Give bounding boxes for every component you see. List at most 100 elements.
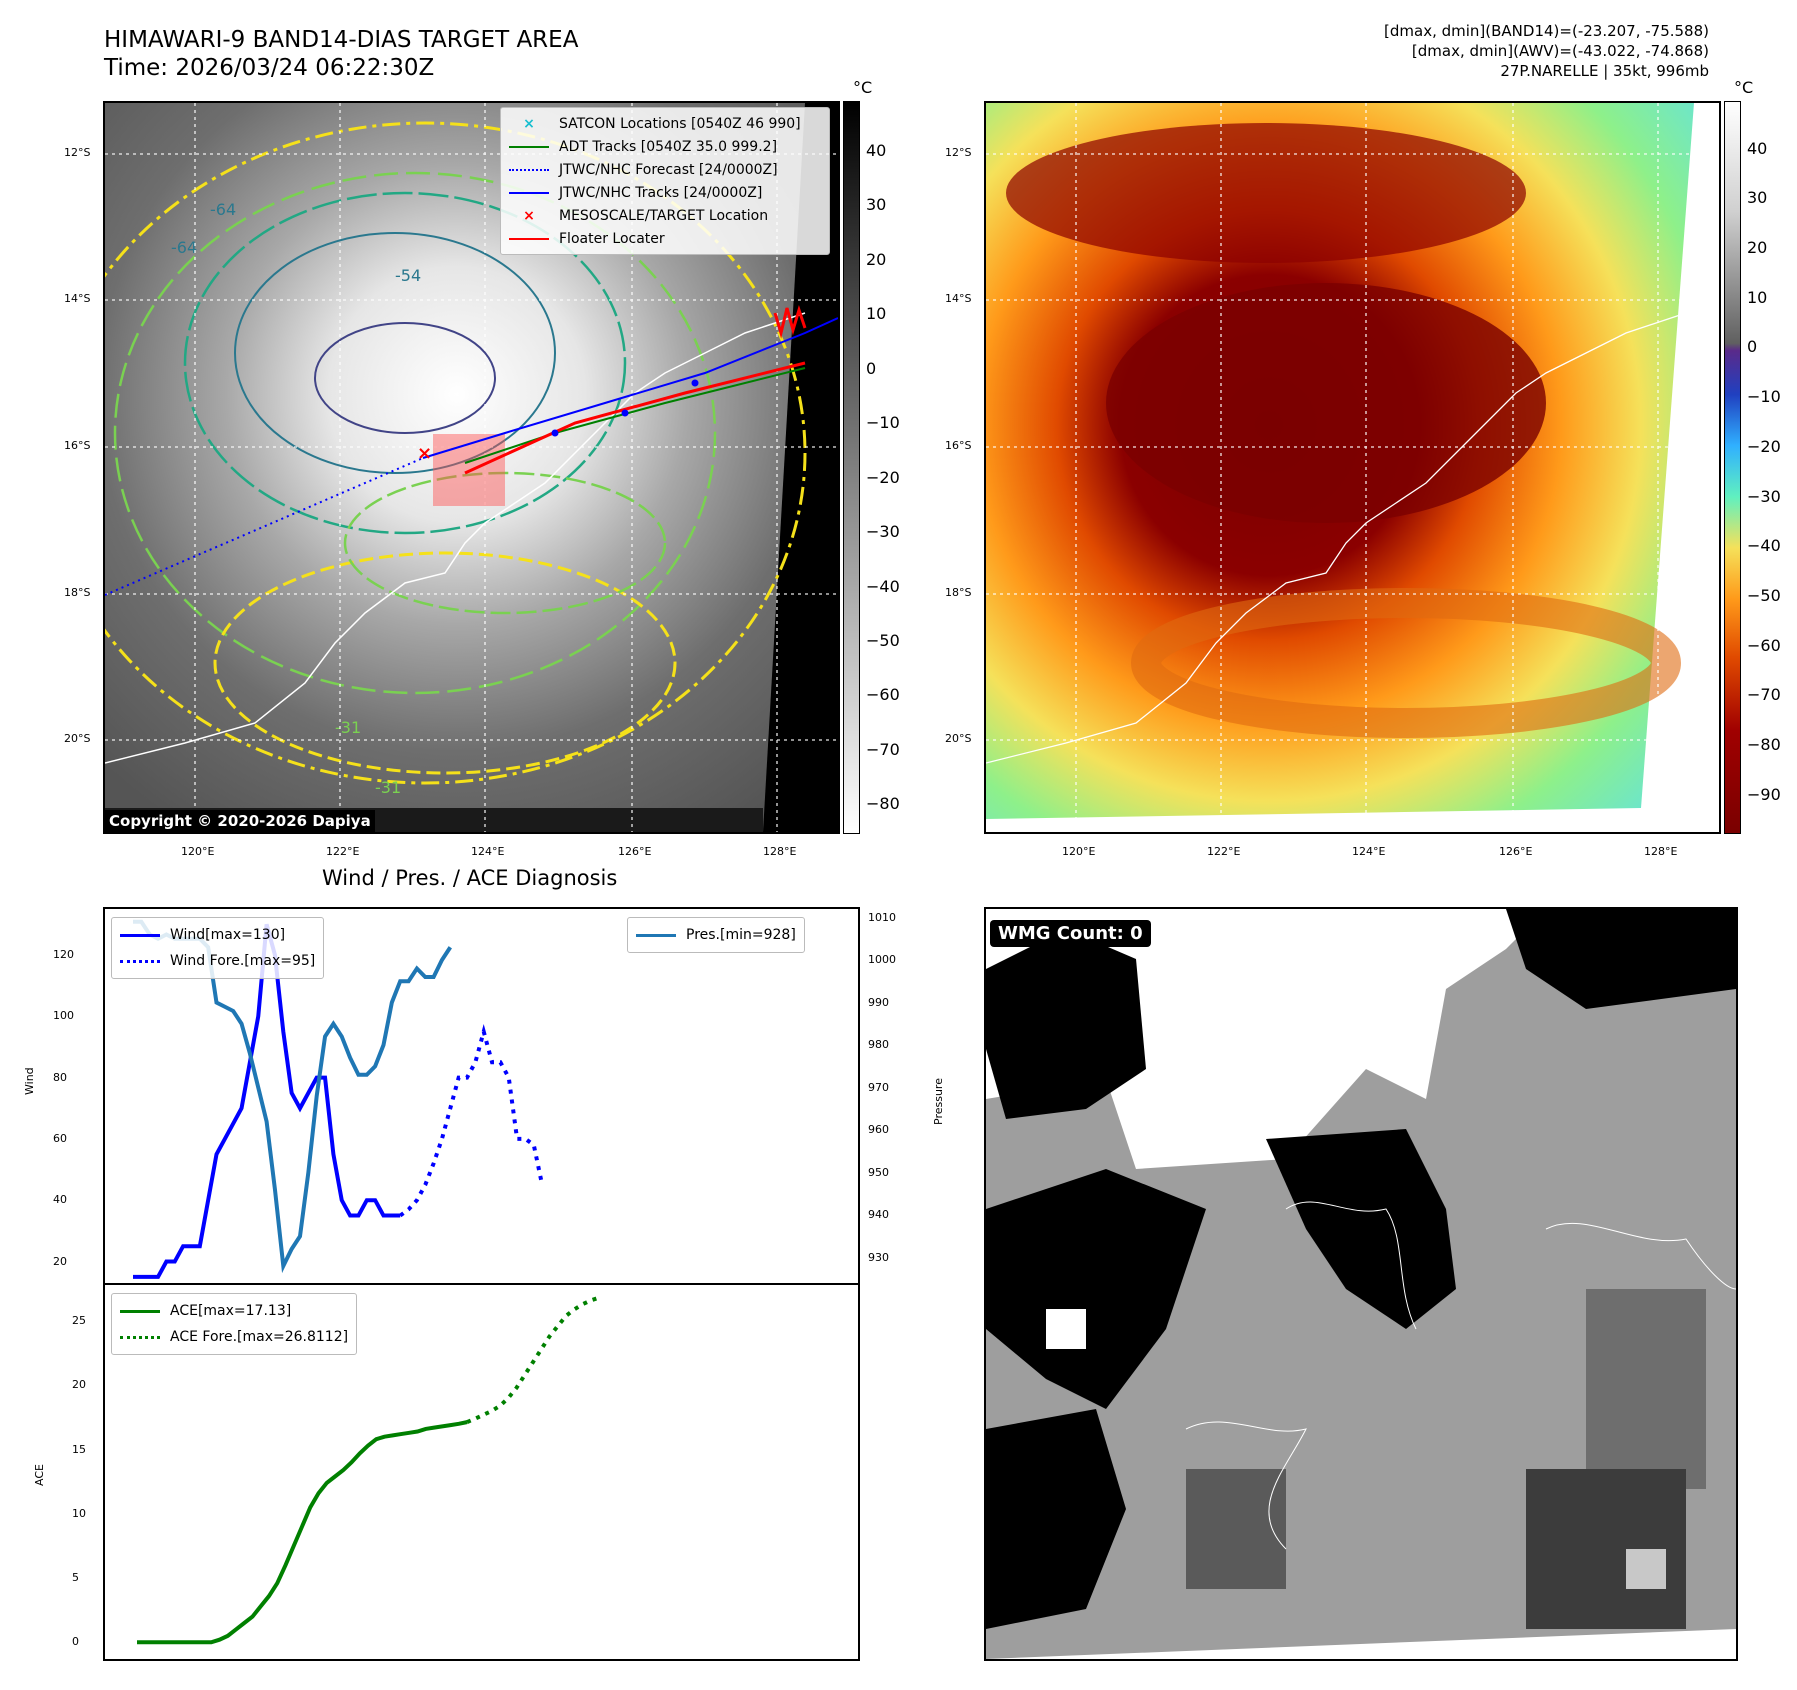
colorbar-tick-label: −20 bbox=[1747, 436, 1781, 456]
colorbar-unit: °C bbox=[1734, 78, 1754, 97]
ace-series-line-0 bbox=[137, 1420, 468, 1645]
colorbar-unit: °C bbox=[853, 78, 873, 97]
track-legend: × SATCON Locations [0540Z 46 990] ADT Tra… bbox=[500, 107, 830, 255]
wmg-image bbox=[986, 909, 1736, 1659]
lon-label: 128°E bbox=[1644, 845, 1678, 858]
ace-axis-label: ACE bbox=[33, 1464, 46, 1486]
lat-label: 18°S bbox=[945, 586, 972, 599]
colorbar-tick-label: 10 bbox=[866, 304, 887, 324]
ace-tick-label: 5 bbox=[72, 1571, 79, 1585]
lon-label: 126°E bbox=[618, 845, 652, 858]
wind-tick-label: 100 bbox=[53, 1009, 74, 1023]
legend-item: × MESOSCALE/TARGET Location bbox=[523, 207, 769, 224]
wind-tick-label: 80 bbox=[53, 1070, 67, 1084]
colorbar-tick-label: −10 bbox=[1747, 387, 1781, 407]
contour-label: -31 bbox=[335, 718, 361, 737]
lon-label: 124°E bbox=[1352, 845, 1386, 858]
lon-label: 120°E bbox=[1062, 845, 1096, 858]
legend-item: Floater Locater bbox=[509, 227, 821, 250]
pressure-tick-label: 940 bbox=[868, 1208, 889, 1221]
colorbar-tick-label: −30 bbox=[866, 522, 900, 542]
info-storm: 27P.NARELLE | 35kt, 996mb bbox=[1500, 62, 1709, 80]
wind-legend: Wind[max=130] Wind Fore.[max=95] bbox=[111, 917, 325, 979]
diagnosis-title: Wind / Pres. / ACE Diagnosis bbox=[322, 866, 618, 890]
colorbar-tick-label: 20 bbox=[866, 249, 887, 269]
pressure-tick-label: 970 bbox=[868, 1080, 889, 1094]
copyright-label: Copyright © 2020-2026 Dapiya bbox=[105, 810, 375, 832]
lon-label: 126°E bbox=[1499, 845, 1533, 858]
lon-label: 122°E bbox=[326, 845, 360, 858]
ace-series-line-1 bbox=[466, 1295, 600, 1424]
colorbar-tick-label: −60 bbox=[866, 685, 900, 705]
legend-item: ADT Tracks [0540Z 35.0 999.2] bbox=[509, 135, 821, 158]
lat-label: 20°S bbox=[945, 732, 972, 745]
pressure-tick-label: 950 bbox=[868, 1165, 889, 1179]
colorbar-tick-label: −80 bbox=[866, 794, 900, 814]
pressure-tick-label: 980 bbox=[868, 1038, 889, 1051]
legend-item: JTWC/NHC Forecast [24/0000Z] bbox=[509, 158, 821, 181]
wind-tick-label: 120 bbox=[53, 947, 74, 961]
lat-label: 12°S bbox=[945, 146, 972, 159]
ace-tick-label: 10 bbox=[72, 1506, 86, 1520]
series-line-1 bbox=[399, 1024, 545, 1218]
legend-item: Wind Fore.[max=95] bbox=[120, 948, 315, 974]
contour-label: -64 bbox=[210, 200, 236, 219]
colorbar-tick-label: 0 bbox=[1747, 337, 1758, 357]
colorbar-tick-label: −50 bbox=[866, 631, 900, 650]
wmg-count-badge: WMG Count: 0 bbox=[990, 920, 1151, 947]
figure-title: HIMAWARI-9 BAND14-DIAS TARGET AREA bbox=[104, 27, 579, 53]
lon-label: 120°E bbox=[181, 845, 215, 858]
legend-item: × SATCON Locations [0540Z 46 990] bbox=[523, 115, 801, 132]
lat-label: 16°S bbox=[64, 439, 91, 452]
ace-tick-label: 25 bbox=[72, 1313, 86, 1327]
awv-map-image bbox=[986, 103, 1719, 832]
legend-item: Wind[max=130] bbox=[120, 922, 315, 948]
lon-label: 124°E bbox=[471, 845, 505, 858]
contour-label: -54 bbox=[395, 266, 421, 285]
lon-label: 128°E bbox=[763, 845, 797, 858]
lat-label: 14°S bbox=[64, 292, 91, 305]
ace-legend: ACE[max=17.13] ACE Fore.[max=26.8112] bbox=[111, 1293, 358, 1355]
colorbar-tick-label: 30 bbox=[1747, 188, 1768, 208]
lat-label: 12°S bbox=[64, 146, 91, 159]
lat-label: 14°S bbox=[945, 292, 972, 305]
colorbar-tick-label: 10 bbox=[1747, 287, 1768, 307]
lon-label: 122°E bbox=[1207, 845, 1241, 858]
colorbar-tick-label: 40 bbox=[1747, 138, 1768, 158]
colorbar-tick-label: −20 bbox=[866, 467, 900, 487]
legend-item: JTWC/NHC Tracks [24/0000Z] bbox=[509, 181, 821, 204]
contour-label: -64 bbox=[171, 238, 197, 257]
legend-item: ACE Fore.[max=26.8112] bbox=[120, 1324, 348, 1350]
pressure-tick-label: 960 bbox=[868, 1123, 889, 1136]
pressure-tick-label: 1010 bbox=[868, 910, 896, 924]
colorbar-tick-label: −50 bbox=[1747, 585, 1781, 605]
svg-text:×: × bbox=[417, 443, 432, 464]
wind-tick-label: 60 bbox=[53, 1131, 67, 1145]
wmg-panel[interactable] bbox=[984, 907, 1738, 1661]
pressure-legend: Pres.[min=928] bbox=[627, 917, 805, 953]
colorbar-tick-label: −40 bbox=[1747, 536, 1781, 556]
ace-tick-label: 0 bbox=[72, 1635, 79, 1649]
colorbar-tick-label: −10 bbox=[866, 413, 900, 433]
ace-tick-label: 20 bbox=[72, 1378, 86, 1392]
ace-plot bbox=[137, 1295, 600, 1645]
ir-colorbar bbox=[843, 101, 860, 834]
colorbar-tick-label: −40 bbox=[866, 576, 900, 596]
awv-map-panel[interactable] bbox=[984, 101, 1721, 834]
ace-chart bbox=[103, 1283, 860, 1661]
ace-tick-label: 15 bbox=[72, 1442, 86, 1456]
info-awv: [dmax, dmin](AWV)=(-43.022, -74.868) bbox=[1411, 42, 1709, 60]
colorbar-tick-label: 20 bbox=[1747, 238, 1768, 258]
legend-item: Pres.[min=928] bbox=[636, 922, 796, 948]
legend-item: ACE[max=17.13] bbox=[120, 1298, 348, 1324]
figure-time: Time: 2026/03/24 06:22:30Z bbox=[104, 55, 435, 81]
colorbar-tick-label: 0 bbox=[866, 358, 877, 378]
pressure-tick-label: 990 bbox=[868, 995, 889, 1009]
colorbar-tick-label: −80 bbox=[1747, 735, 1781, 754]
colorbar-tick-label: −30 bbox=[1747, 486, 1781, 506]
pressure-tick-label: 1000 bbox=[868, 953, 896, 966]
wind-axis-label: Wind bbox=[23, 1067, 36, 1095]
colorbar-tick-label: −70 bbox=[1747, 685, 1781, 705]
pressure-axis-label: Pressure bbox=[932, 1078, 945, 1125]
colorbar-tick-label: −90 bbox=[1747, 784, 1781, 804]
